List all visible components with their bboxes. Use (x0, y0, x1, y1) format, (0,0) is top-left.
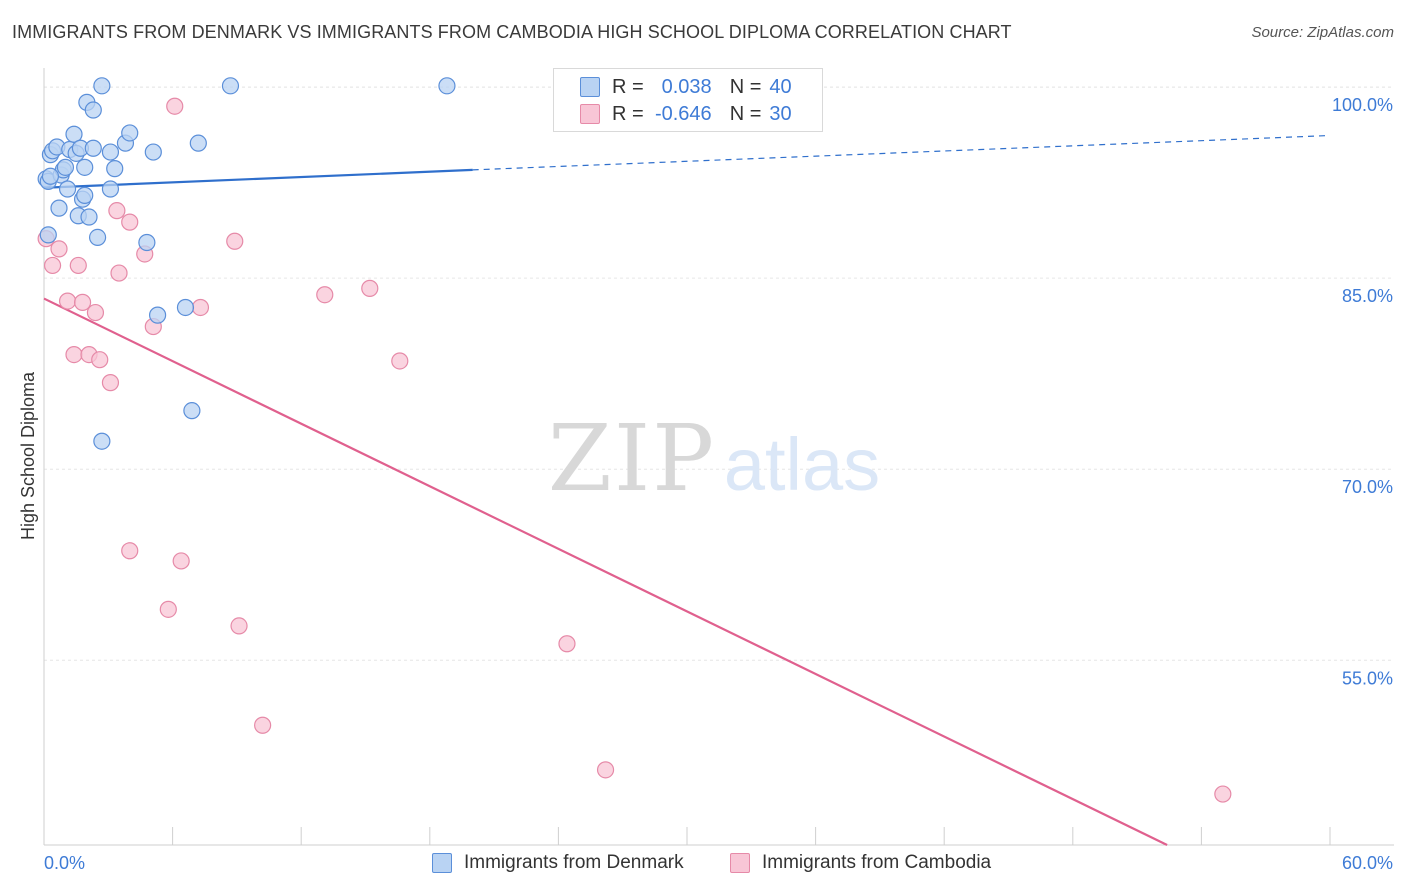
cambodia-n-label: N = (729, 102, 762, 125)
denmark-swatch (580, 77, 600, 97)
watermark: ZIP atlas (548, 405, 880, 512)
y-tick-label: 85.0% (1342, 286, 1393, 306)
data-point-cambodia (159, 600, 177, 618)
data-point-cambodia (558, 635, 576, 653)
axes (43, 68, 1394, 846)
y-tick-label: 100.0% (1332, 95, 1393, 115)
data-point-cambodia (86, 303, 105, 322)
data-point-cambodia (121, 542, 139, 560)
data-point-cambodia (65, 345, 83, 364)
denmark-n-label: N = (729, 75, 762, 98)
watermark-atlas: atlas (724, 423, 880, 506)
data-point-cambodia (191, 298, 210, 317)
legend-swatch-cambodia (730, 853, 750, 873)
data-point-denmark (101, 143, 120, 161)
data-point-denmark (121, 124, 139, 142)
denmark-r-label: R = (612, 75, 644, 98)
data-point-denmark (76, 186, 94, 204)
data-point-denmark (41, 167, 60, 185)
data-point-cambodia (58, 292, 77, 310)
data-point-cambodia (73, 293, 92, 311)
data-point-denmark (138, 233, 156, 252)
data-point-cambodia (226, 232, 244, 250)
data-point-denmark (84, 101, 102, 119)
data-point-denmark (93, 432, 111, 450)
data-point-cambodia (121, 213, 139, 231)
denmark-n-value: 40 (769, 75, 792, 98)
cambodia-n-value: 30 (769, 102, 792, 125)
data-point-cambodia (391, 352, 409, 370)
data-point-denmark (88, 228, 107, 247)
data-point-denmark (221, 77, 240, 95)
stats-row-cambodia: R = -0.646 N = 30 (580, 101, 792, 127)
data-point-denmark (65, 125, 83, 143)
data-point-cambodia (1214, 785, 1232, 803)
watermark-zip: ZIP (548, 405, 716, 512)
data-point-denmark (101, 180, 120, 198)
data-point-denmark (438, 77, 456, 95)
grid-lines (44, 86, 1394, 661)
data-point-denmark (189, 134, 207, 152)
data-point-denmark (106, 160, 124, 178)
legend-label-cambodia: Immigrants from Cambodia (762, 852, 992, 873)
source-label: Source: ZipAtlas.com (1251, 24, 1394, 41)
data-point-denmark (50, 199, 68, 217)
data-point-cambodia (69, 256, 87, 275)
data-point-cambodia (230, 617, 248, 635)
x-tick-label: 60.0% (1342, 853, 1393, 873)
x-tick-label: 0.0% (44, 853, 85, 873)
data-point-denmark (84, 139, 102, 157)
chart-title: IMMIGRANTS FROM DENMARK VS IMMIGRANTS FR… (12, 22, 1012, 42)
data-point-denmark (80, 208, 98, 226)
cambodia-swatch (580, 104, 600, 124)
data-point-denmark (148, 306, 167, 324)
stats-row-denmark: R = 0.038 N = 40 (580, 74, 792, 100)
y-axis-label: High School Diploma (18, 371, 38, 540)
data-point-cambodia (91, 351, 109, 369)
data-point-denmark (176, 298, 195, 317)
cambodia-r-value: -0.646 (654, 102, 712, 125)
data-point-denmark (76, 158, 94, 176)
data-point-denmark (58, 180, 77, 198)
data-point-cambodia (50, 240, 68, 258)
data-point-denmark (183, 402, 201, 420)
data-point-cambodia (101, 374, 120, 392)
legend-swatch-denmark (432, 853, 452, 873)
data-point-cambodia (166, 97, 184, 115)
data-point-denmark (39, 226, 57, 244)
data-point-denmark (144, 143, 162, 161)
data-point-cambodia (596, 761, 615, 779)
data-points (37, 77, 1232, 803)
legend-label-denmark: Immigrants from Denmark (464, 852, 684, 873)
legend-item-denmark[interactable]: Immigrants from Denmark (432, 852, 684, 874)
cambodia-r-label: R = (612, 102, 644, 125)
data-point-denmark (93, 77, 111, 95)
trend-line-denmark-projection (472, 134, 1331, 171)
stats-box: R = 0.038 N = 40 R = -0.646 N = 30 (553, 68, 823, 132)
denmark-r-value: 0.038 (661, 75, 712, 98)
axis-labels: 100.0% 85.0% 70.0% 55.0% 0.0% 60.0% High Schoo… (18, 95, 1393, 873)
y-tick-label: 55.0% (1342, 668, 1393, 688)
data-point-cambodia (316, 286, 334, 304)
y-tick-label: 70.0% (1342, 477, 1393, 497)
data-point-cambodia (43, 256, 62, 275)
data-point-cambodia (361, 279, 379, 297)
data-point-cambodia (110, 264, 128, 282)
legend-item-cambodia[interactable]: Immigrants from Cambodia (730, 852, 991, 874)
data-point-cambodia (172, 552, 190, 570)
data-point-cambodia (254, 716, 272, 734)
data-point-denmark (56, 158, 75, 176)
trend-line-cambodia (43, 297, 1168, 846)
data-point-cambodia (108, 202, 126, 220)
